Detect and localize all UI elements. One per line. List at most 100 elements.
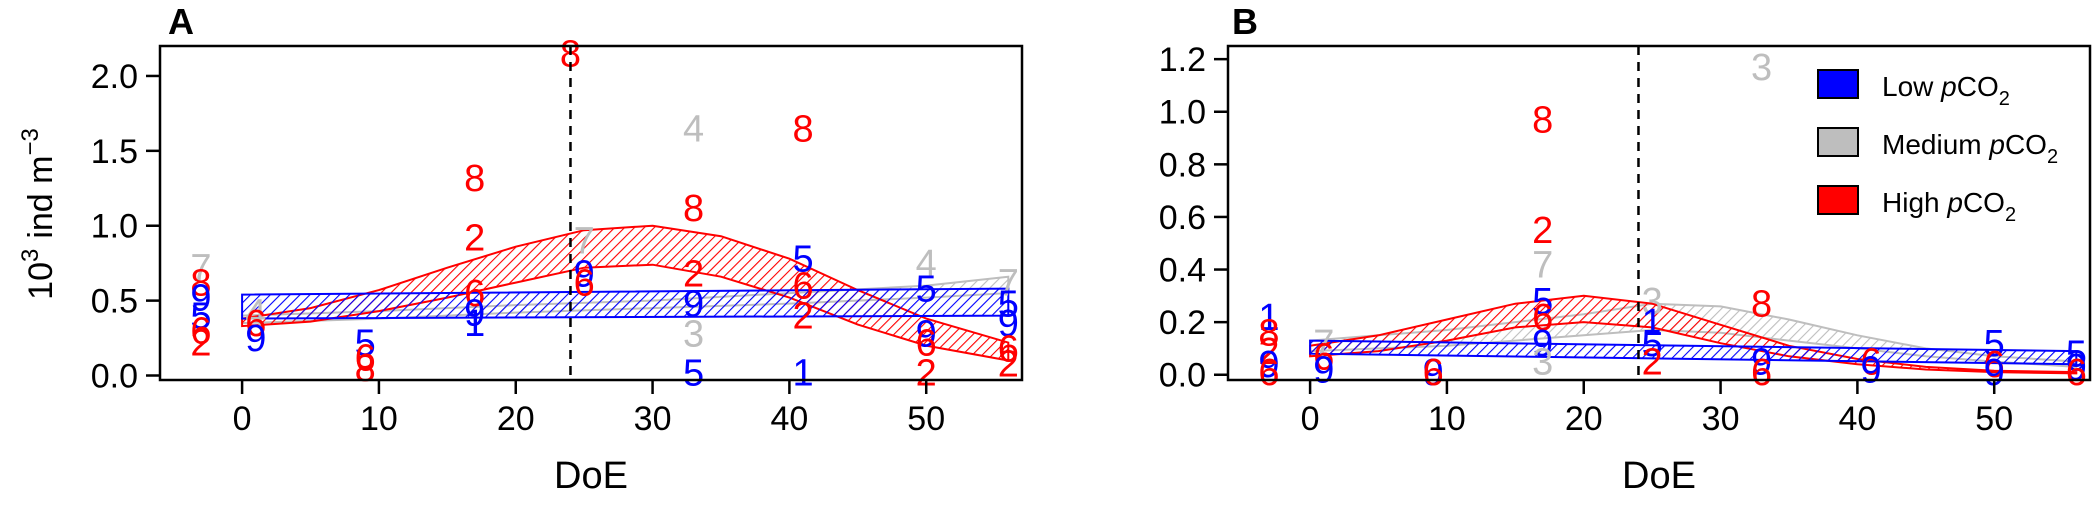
legend-label-high: High pCO2 <box>1882 187 2016 226</box>
chart-a-point-38: 5 <box>998 284 1019 326</box>
chart-b-point-14: 6 <box>1532 297 1553 339</box>
chart-a-point-40: 6 <box>998 329 1019 371</box>
legend-label-medium: Medium pCO2 <box>1882 129 2058 168</box>
chart-a-point-19: 9 <box>574 254 595 296</box>
chart-b-point-20: 5 <box>1642 323 1663 365</box>
chart-a-point-29: 6 <box>793 266 814 308</box>
chart-a-point-4: 6 <box>190 311 211 353</box>
chart-a-point-11: 8 <box>355 348 376 390</box>
chart-a-point-21: 4 <box>683 108 704 150</box>
chart-b-point-19: 1 <box>1642 302 1663 344</box>
chart-a-point-2: 9 <box>190 278 211 320</box>
chart-a-point-35: 6 <box>916 323 937 365</box>
chart-a-point-10: 6 <box>355 338 376 380</box>
y-axis-title-base: 10 <box>22 262 60 300</box>
chart-a-x-tick-label-5: 50 <box>907 400 945 438</box>
chart-a-x-tick-label-0: 0 <box>233 400 252 438</box>
chart-b-point-3: 9 <box>1258 344 1279 386</box>
chart-b-point-13: 5 <box>1532 281 1553 323</box>
legend-item-medium: Medium pCO2 <box>1817 127 2058 168</box>
chart-b-point-16: 3 <box>1532 342 1553 384</box>
chart-b-y-tick-label-3: 0.6 <box>1159 199 1206 237</box>
chart-b-point-2: 2 <box>1258 331 1279 373</box>
chart-b-x-tick-label-4: 40 <box>1838 400 1876 438</box>
chart-a-y-tick-label-0: 0.0 <box>91 358 138 396</box>
chart-b-x-tick-label-3: 30 <box>1702 400 1740 438</box>
chart-a-point-23: 2 <box>683 254 704 296</box>
chart-a-x-tick-label-2: 20 <box>497 400 535 438</box>
chart-b-x-tick-label-2: 20 <box>1565 400 1603 438</box>
chart-a-band-low <box>241 287 1010 320</box>
chart-a-x-axis-title: DoE <box>554 455 628 497</box>
chart-a-point-34: 9 <box>916 314 937 356</box>
chart-a-point-8: 9 <box>245 318 266 360</box>
chart-a-point-27: 8 <box>793 108 814 150</box>
legend-item-low: Low pCO2 <box>1817 69 2010 110</box>
chart-b-x-axis: 0 10 20 30 40 50 DoE <box>1301 380 2013 497</box>
chart-a-x-tick-label-3: 30 <box>634 400 672 438</box>
chart-b-point-24: 6 <box>1751 352 1772 394</box>
chart-a-x-tick-label-4: 40 <box>770 400 808 438</box>
chart-a-point-30: 2 <box>793 296 814 338</box>
chart-a-point-6: 4 <box>245 293 266 335</box>
chart-b-point-15: 9 <box>1532 323 1553 365</box>
chart-b-point-30: 5 <box>2066 334 2087 376</box>
chart-b-y-tick-label-0: 0.0 <box>1159 357 1206 395</box>
chart-a-y-tick-label-2: 1.0 <box>91 208 138 246</box>
legend-swatch-low <box>1817 69 1859 99</box>
chart-b-y-tick-label-1: 0.2 <box>1159 304 1206 342</box>
chart-a-y-axis: 0.0 0.5 1.0 1.5 2.0 <box>91 58 160 396</box>
chart-a-frame <box>158 44 1024 382</box>
chart-a-point-16: 1 <box>464 303 485 345</box>
chart-a-point-33: 5 <box>916 269 937 311</box>
chart-b-x-tick-label-1: 10 <box>1428 400 1466 438</box>
chart-b-point-0: 1 <box>1258 297 1279 339</box>
chart-b-point-28: 6 <box>1984 344 2005 386</box>
chart-b-point-27: 5 <box>1984 323 2005 365</box>
legend-item-high: High pCO2 <box>1817 185 2016 226</box>
chart-b-point-5: 7 <box>1313 323 1334 365</box>
legend: Low pCO2 Medium pCO2 High pCO2 <box>1817 69 2058 226</box>
chart-b-x-tick-label-0: 0 <box>1301 400 1320 438</box>
y-axis-title-exp: 3 <box>17 249 44 262</box>
chart-b-point-23: 9 <box>1751 342 1772 384</box>
chart-b-point-26: 9 <box>1861 350 1882 392</box>
legend-swatch-medium <box>1817 127 1859 157</box>
chart-b-y-tick-label-5: 1.0 <box>1159 94 1206 132</box>
chart-a-point-22: 8 <box>683 188 704 230</box>
chart-b-point-29: 9 <box>1984 352 2005 394</box>
chart-b-y-tick-label-4: 0.8 <box>1159 146 1206 184</box>
chart-a-x-axis: 0 10 20 30 40 50 DoE <box>233 380 945 497</box>
chart-b-point-11: 2 <box>1532 210 1553 252</box>
chart-a-point-41: 2 <box>998 344 1019 386</box>
chart-b-x-axis-title: DoE <box>1622 455 1696 497</box>
legend-label-low: Low pCO2 <box>1882 71 2010 110</box>
chart-a-point-3: 5 <box>190 296 211 338</box>
chart-b-point-12: 7 <box>1532 244 1553 286</box>
chart-a-point-14: 6 <box>464 273 485 315</box>
y-axis-title: 103 ind m−3 <box>17 128 60 300</box>
chart-b-point-31: 9 <box>2066 347 2087 389</box>
chart-a-bands <box>241 224 1010 362</box>
chart-a-point-37: 7 <box>998 263 1019 305</box>
y-axis-title-unit-exp: −3 <box>17 128 44 155</box>
chart-b-bands <box>1309 294 2078 375</box>
chart-b-y-tick-label-6: 1.2 <box>1159 41 1206 79</box>
chart-b-point-25: 6 <box>1861 342 1882 384</box>
chart-b-band-low <box>1309 339 2078 366</box>
chart-b-point-9: 6 <box>1423 352 1444 394</box>
chart-b-band-high <box>1309 294 2078 375</box>
chart-b-point-17: 3 <box>1751 47 1772 89</box>
chart-a-point-5: 2 <box>190 323 211 365</box>
chart-a-y-tick-label-1: 0.5 <box>91 283 138 321</box>
chart-a-point-31: 1 <box>793 353 814 395</box>
chart-a-point-7: 6 <box>245 303 266 345</box>
chart-b-x-tick-label-5: 50 <box>1975 400 2013 438</box>
chart-b-y-axis: 0.0 0.2 0.4 0.6 0.8 1.0 1.2 <box>1159 41 1228 395</box>
